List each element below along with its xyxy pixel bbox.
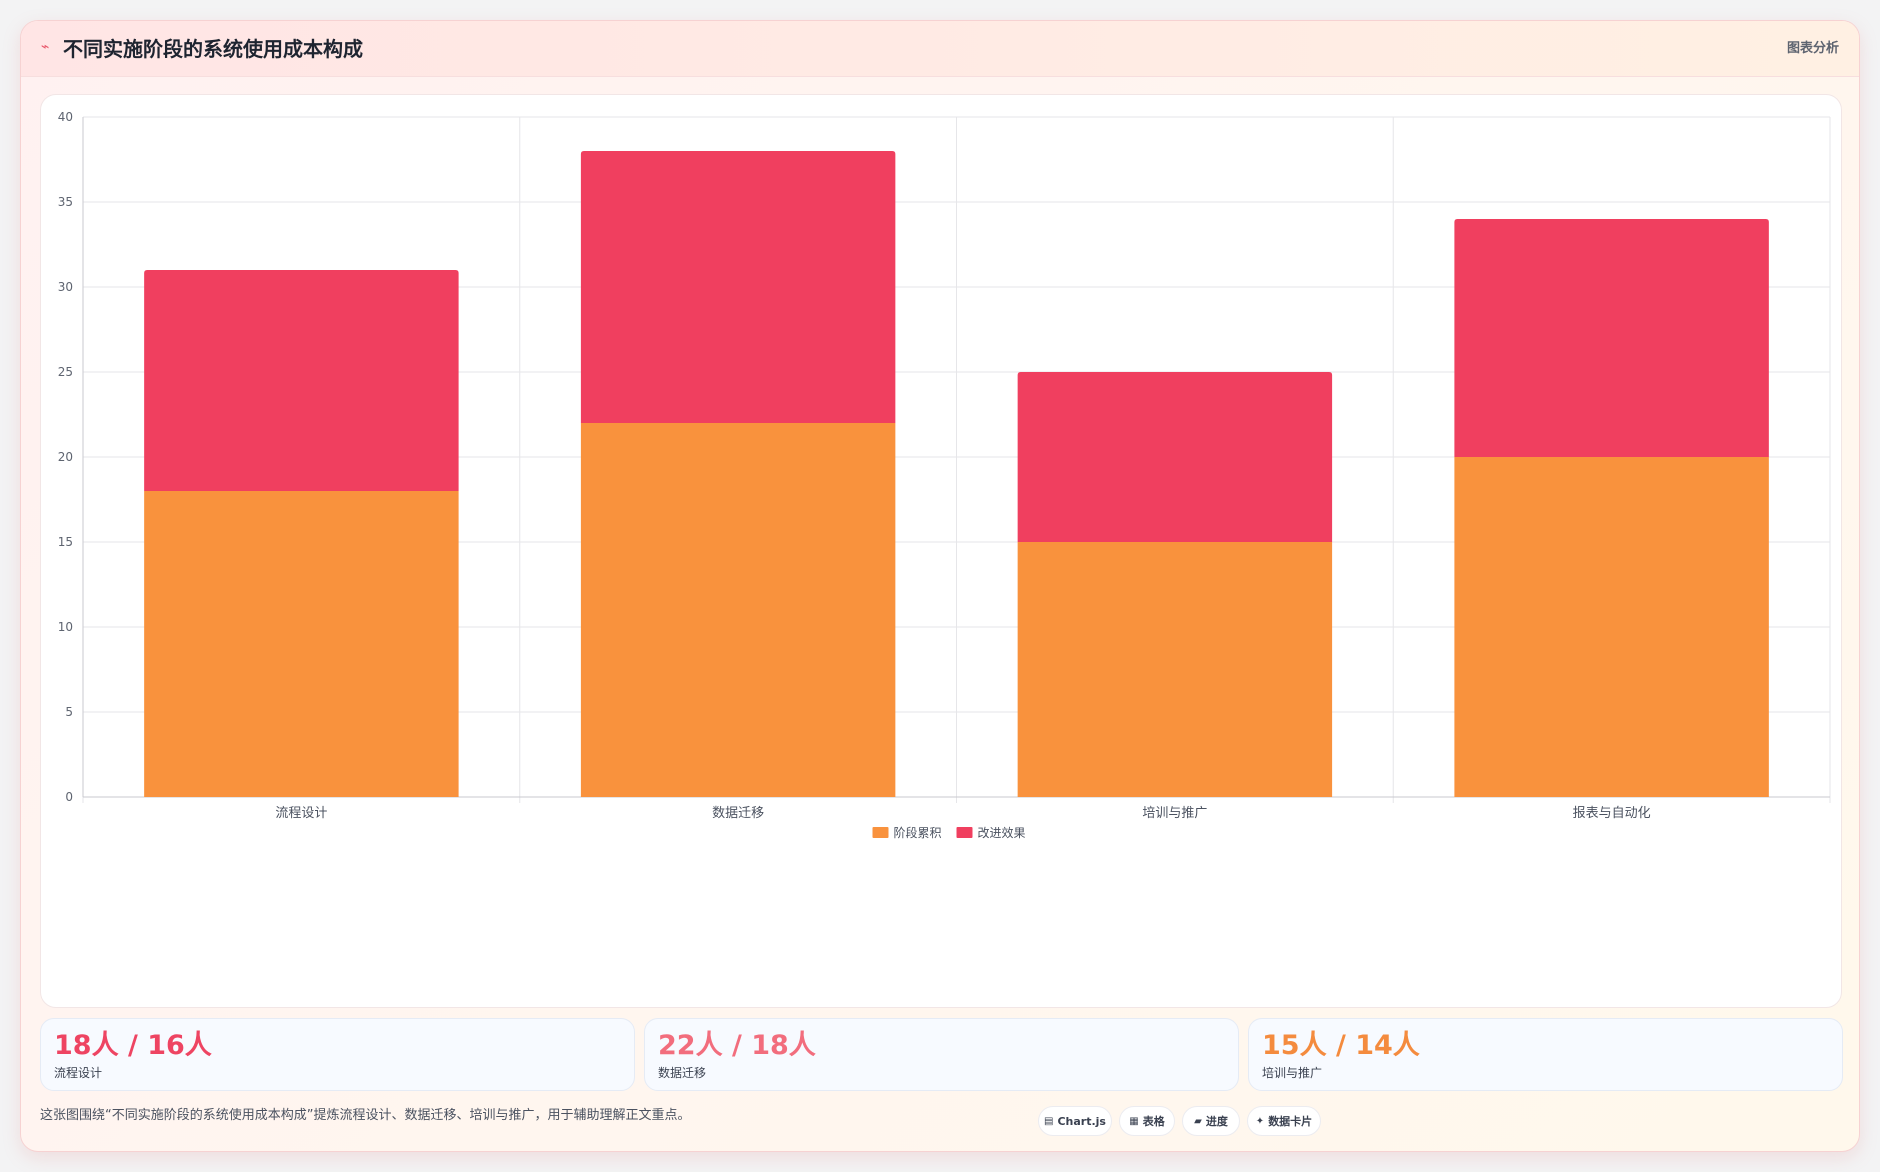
pill-label: 数据卡片 [1268, 1115, 1313, 1128]
y-tick-label: 40 [58, 110, 73, 124]
chart-panel: 0 5 10 15 20 25 30 35 40 流程设计 数据迁移 培训与推广 报表与自动化阶段累积 改… [40, 94, 1842, 1008]
bar-improve [580, 151, 896, 423]
stat-value: 22人 / 18人 [658, 1030, 816, 1061]
chart-icon: ▤ [1044, 1115, 1054, 1127]
bar-improve [1454, 219, 1769, 457]
legend-swatch [872, 827, 889, 838]
y-tick-label: 0 [65, 790, 73, 804]
y-tick-label: 15 [58, 535, 73, 549]
x-tick-label: 培训与推广 [1142, 805, 1207, 821]
y-tick-label: 30 [58, 280, 73, 294]
stat-label: 培训与推广 [1262, 1066, 1323, 1080]
stat-value: 15人 / 14人 [1262, 1030, 1420, 1061]
stat-label: 数据迁移 [658, 1066, 707, 1080]
table-icon: ▦ [1129, 1115, 1139, 1127]
legend-label: 改进效果 [978, 825, 1026, 840]
bar-stage [1017, 542, 1333, 797]
y-tick-label: 35 [58, 195, 73, 209]
stat-value: 18人 / 16人 [54, 1030, 212, 1061]
pill-data-card[interactable]: ✦ 数据卡片 [1247, 1106, 1321, 1136]
chart-card: ⌁ 不同实施阶段的系统使用成本构成 图表分析 0 5 10 15 20 25 30 35 40 流… [20, 20, 1860, 1152]
x-tick-label: 报表与自动化 [1573, 806, 1651, 821]
pill-table[interactable]: ▦ 表格 [1119, 1106, 1175, 1136]
card-icon: ✦ [1255, 1115, 1265, 1127]
x-tick-label: 数据迁移 [712, 806, 764, 821]
y-tick-label: 5 [65, 705, 73, 719]
pill-chartjs[interactable]: ▤ Chart.js [1038, 1106, 1112, 1136]
pill-label: Chart.js [1057, 1114, 1106, 1128]
stat-card-2: 22人 / 18人 数据迁移 [644, 1018, 1239, 1091]
chart-title: 不同实施阶段的系统使用成本构成 [63, 37, 363, 61]
bar-stage [144, 491, 459, 797]
footnote: 这张图围绕“不同实施阶段的系统使用成本构成”提炼流程设计、数据迁移、培训与推广，… [40, 1108, 691, 1123]
trend-icon: ⌁ [41, 39, 50, 55]
pill-progress[interactable]: ▰ 进度 [1182, 1106, 1240, 1136]
y-tick-label: 20 [58, 450, 73, 464]
pill-label: 表格 [1142, 1115, 1165, 1128]
y-tick-label: 10 [58, 620, 73, 634]
legend-swatch [956, 827, 973, 838]
bar-stage [1454, 457, 1769, 797]
x-tick-label: 流程设计 [275, 806, 327, 821]
y-tick-label: 25 [58, 365, 73, 379]
bar-improve [144, 270, 459, 491]
card-header: ⌁ 不同实施阶段的系统使用成本构成 图表分析 [21, 21, 1859, 77]
pill-label: 进度 [1205, 1115, 1228, 1128]
stat-card-3: 15人 / 14人 培训与推广 [1248, 1018, 1843, 1091]
progress-icon: ▰ [1194, 1115, 1202, 1127]
bar-improve [1017, 372, 1333, 542]
chart-analysis-tag[interactable]: 图表分析 [1786, 41, 1839, 56]
stat-label: 流程设计 [54, 1066, 103, 1080]
legend-label: 阶段累积 [894, 825, 942, 840]
stat-card-1: 18人 / 16人 流程设计 [40, 1018, 635, 1091]
bar-stage [580, 423, 896, 797]
